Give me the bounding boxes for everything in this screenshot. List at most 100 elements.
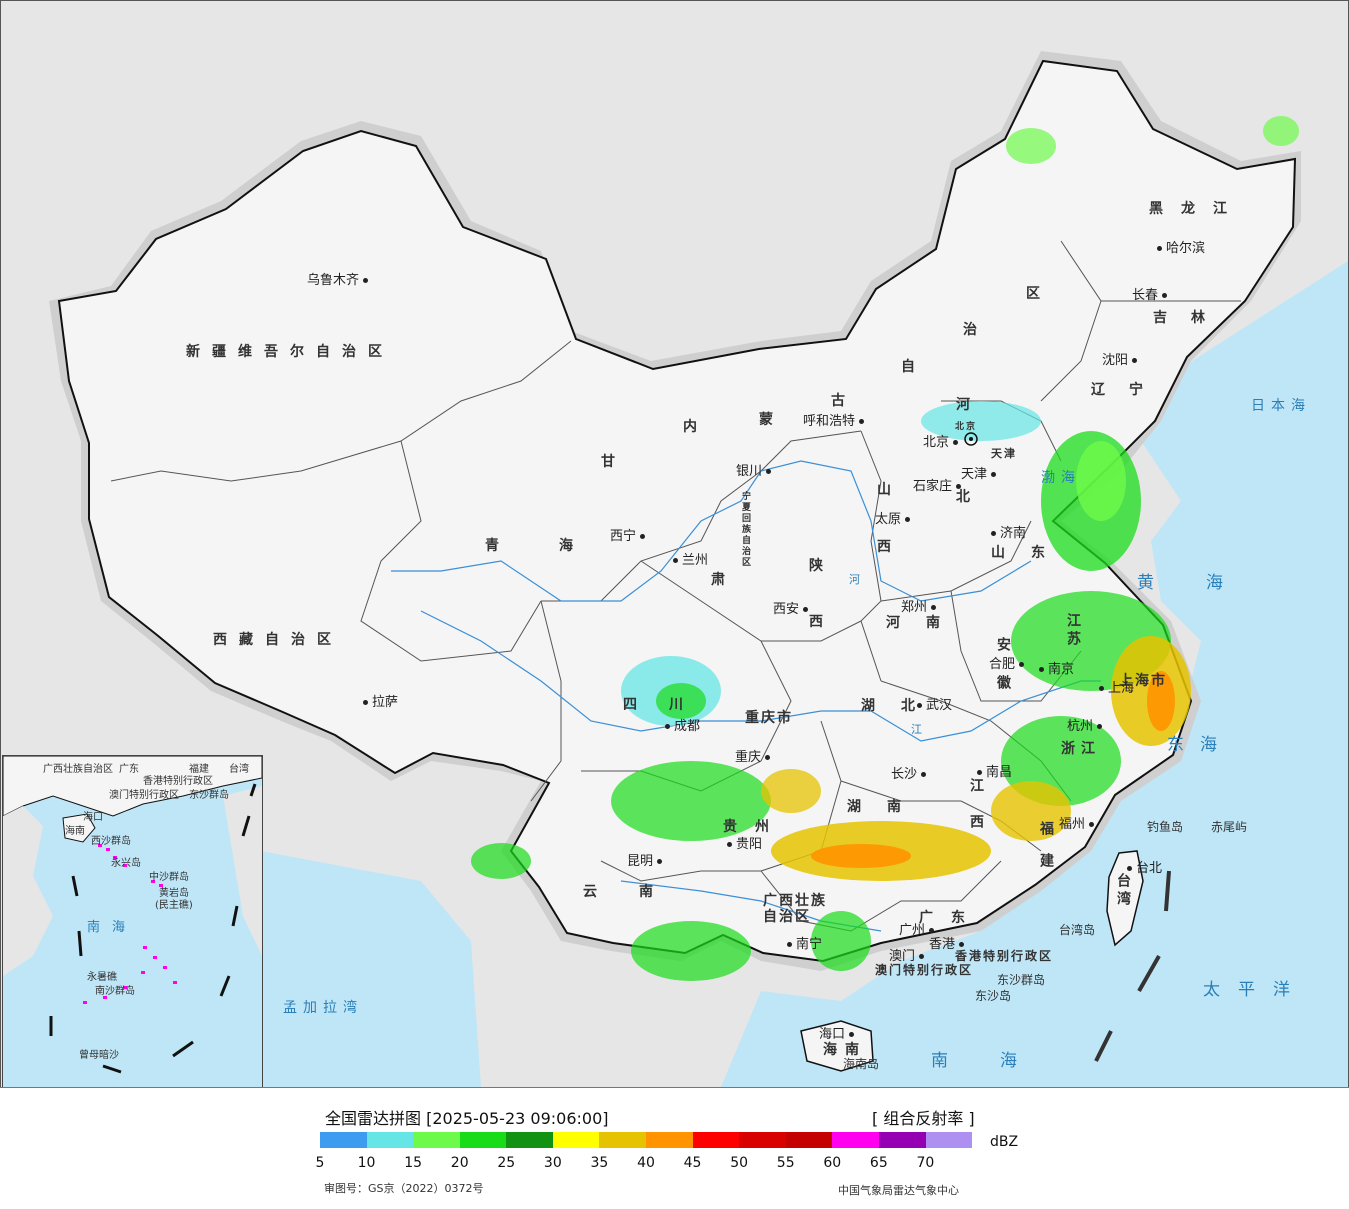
city-label-jinan: 济南 [991, 522, 1026, 541]
inset-label-haikou: 海口 [83, 812, 103, 823]
colorbar-tick-label: 30 [543, 1155, 562, 1171]
colorbar-swatch [925, 1132, 973, 1148]
province-label-guangxi: 广西壮族自治区 [763, 893, 827, 925]
province-label-yunnan: 云南 [583, 884, 695, 900]
inset-label-guangdong: 广东 [119, 764, 139, 775]
city-label-haikou: 海口 [819, 1023, 854, 1042]
inset-label-dongsha: 东沙群岛 [189, 790, 229, 801]
city-label-shenyang: 沈阳 [1102, 349, 1137, 368]
city-label-hefei: 合肥 [989, 653, 1024, 672]
colorbar-ticks: 5 10 15 20 25 30 35 40 45 50 55 60 65 70 [300, 1155, 980, 1173]
inset-label-yongshu: 永暑礁 [87, 972, 117, 983]
ocean-pacific [721, 261, 1348, 1087]
inset-label-nanhai: 南海 [87, 920, 138, 935]
colorbar-tick-label: 55 [776, 1155, 795, 1171]
province-label-shaanxi-2: 西 [809, 614, 835, 630]
province-label-liaoning: 辽宁 [1091, 382, 1167, 398]
radar-map[interactable]: 新疆维吾尔自治区 西藏自治区 青海 甘 肃 内 蒙 古 自 治 区 黑龙江 吉林… [1, 1, 1348, 1087]
province-borders [110, 240, 1241, 932]
city-label-kunming: 昆明 [627, 850, 662, 869]
colorbar-swatch [599, 1132, 647, 1148]
province-label-neimenggu-4: 自 [901, 359, 927, 375]
product-type: [ 组合反射率 ] [872, 1109, 975, 1128]
province-label-hainan: 海南 [823, 1042, 867, 1058]
echo-fujian [991, 781, 1071, 841]
province-label-gansu: 甘 [601, 454, 627, 470]
colorbar-swatch [459, 1132, 507, 1148]
city-label-nanchang: 南昌 [977, 761, 1012, 780]
province-label-anhui: 安徽 [995, 637, 1011, 713]
city-label-chengdu: 成都 [665, 715, 700, 734]
city-label-changchun: 长春 [1132, 284, 1167, 303]
colorbar-swatch [413, 1132, 460, 1148]
city-label-chongqing: 重庆 [735, 746, 770, 765]
province-label-qinghai: 青海 [485, 538, 633, 554]
inset-label-xisha: 西沙群岛 [91, 836, 131, 847]
colorbar-unit: dBZ [990, 1134, 1019, 1150]
colorbar-swatch [552, 1132, 600, 1148]
city-label-fuzhou: 福州 [1059, 813, 1094, 832]
inset-label-guangxi: 广西壮族自治区 [43, 764, 113, 775]
echo-yunnan-west [471, 843, 531, 879]
province-label-shanxi-1: 山 [877, 482, 903, 498]
colorbar-swatch [832, 1132, 879, 1148]
city-label-harbin: 哈尔滨 [1157, 237, 1205, 256]
colorbar-tick-label: 25 [497, 1155, 516, 1171]
province-label-chongqing: 重庆市 [745, 710, 793, 726]
province-label-neimenggu-3: 古 [831, 393, 857, 409]
city-label-taiyuan: 太原 [875, 508, 910, 527]
province-label-beijing: 北京 [955, 422, 978, 432]
city-label-aomen: 澳门 [889, 945, 924, 964]
echo-guizhou [611, 761, 771, 841]
colorbar-swatch [692, 1132, 740, 1148]
province-label-neimenggu-2: 蒙 [759, 412, 785, 428]
province-label-zhejiang: 浙江 [1061, 741, 1101, 757]
echo-yunnan [631, 921, 751, 981]
inset-canvas [3, 756, 262, 1074]
colorbar-tick-label: 35 [590, 1155, 609, 1171]
echo-sichuan-core [656, 683, 706, 719]
province-label-henan: 河南 [886, 615, 966, 631]
province-label-shandong: 山东 [991, 545, 1071, 561]
colorbar-tick-label: 50 [730, 1155, 749, 1171]
province-label-macau: 澳门特别行政区 [875, 963, 974, 977]
colorbar-tick-label: 10 [357, 1155, 376, 1171]
province-label-jiangsu: 江苏 [1065, 613, 1081, 649]
city-label-lanzhou: 兰州 [673, 549, 708, 568]
city-label-guiyang: 贵阳 [727, 833, 762, 852]
inset-label-aomen: 澳门特别行政区 [109, 790, 179, 801]
colorbar-swatch [739, 1132, 786, 1148]
island-label-dongsha-qundao: 东沙群岛 [997, 973, 1046, 987]
echo-heilongjiang [1006, 128, 1056, 164]
colorbar-tick-label: 65 [869, 1155, 888, 1171]
province-label-neimenggu-6: 区 [1026, 286, 1052, 302]
review-number: 审图号：GS京（2022）0372号 [324, 1182, 484, 1195]
province-label-hebei-1: 河 [956, 397, 982, 413]
province-label-hubei: 湖北 [861, 698, 941, 714]
province-label-tianjin: 天津 [991, 447, 1017, 460]
sea-label-mengjialawan: 孟加拉湾 [283, 1000, 363, 1016]
sea-label-ribenhai: 日本海 [1251, 398, 1311, 414]
city-label-nanjing: 南京 [1039, 658, 1074, 677]
city-label-wuhan: 武汉 [917, 694, 952, 713]
ocean-bay-of-bengal [261, 851, 481, 1087]
province-label-sichuan: 四川 [623, 697, 715, 713]
city-label-hangzhou: 杭州 [1067, 715, 1102, 734]
inset-label-huangyan: 黄岩岛 [159, 888, 189, 899]
city-label-shijiazhuang: 石家庄 [913, 475, 961, 494]
inset-label-zengmu: 曾母暗沙 [79, 1050, 119, 1061]
province-label-xinjiang: 新疆维吾尔自治区 [186, 344, 394, 360]
south-china-sea-inset: 广西壮族自治区 广东 福建 台湾 香港特别行政区 澳门特别行政区 东沙群岛 海口… [2, 755, 263, 1087]
map-title: 全国雷达拼图 [2025-05-23 09:06:00] [325, 1109, 609, 1128]
inset-label-hainan: 海南 [65, 826, 85, 837]
island-label-chiweiyu: 赤尾屿 [1211, 820, 1248, 834]
colorbar-tick-label: 15 [404, 1155, 423, 1171]
island-label-taiwandao: 台湾岛 [1059, 923, 1096, 937]
province-label-shaanxi-1: 陕 [809, 558, 835, 574]
inset-label-xianggang: 香港特别行政区 [143, 776, 213, 787]
colorbar-tick-label: 40 [637, 1155, 655, 1171]
inset-label-nansha: 南沙群岛 [95, 986, 135, 997]
province-label-gansu-2: 肃 [711, 572, 737, 588]
echo-south-band-core [811, 844, 911, 868]
colorbar-tick-label: 20 [450, 1155, 469, 1171]
